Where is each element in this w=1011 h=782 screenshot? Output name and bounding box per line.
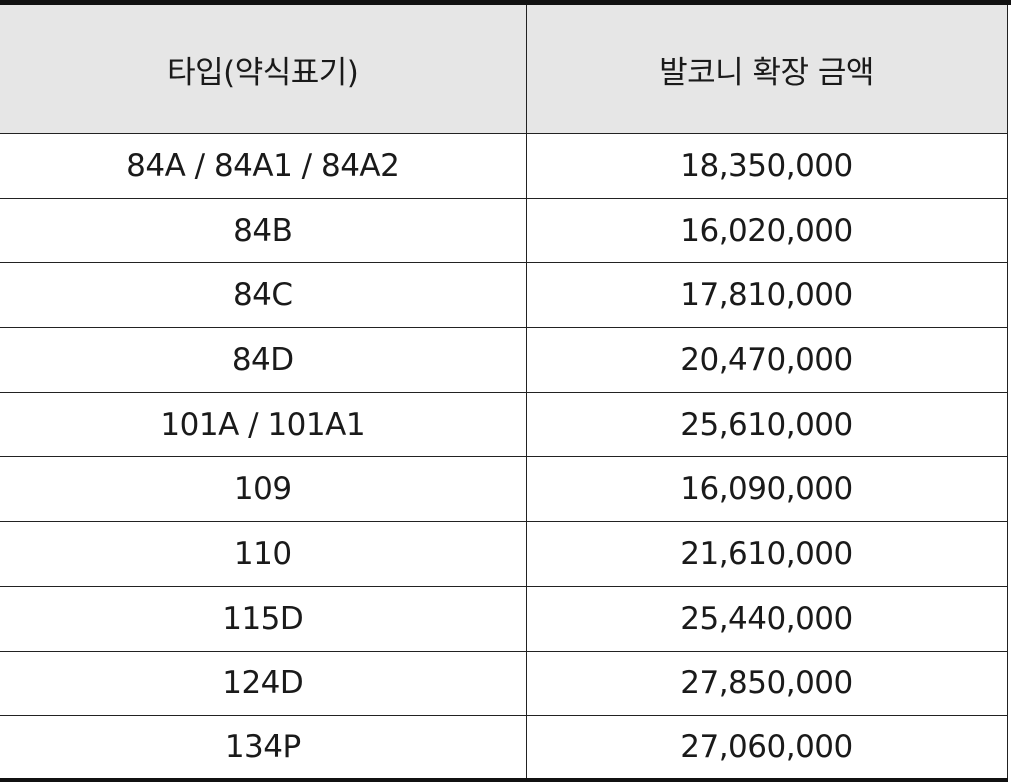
table-row: 115D 25,440,000 (0, 586, 1011, 652)
table-row: 101A / 101A1 25,610,000 (0, 392, 1011, 458)
table-right-edge (1007, 327, 1011, 393)
table-right-edge (1007, 651, 1011, 716)
table-right-edge (1007, 521, 1011, 587)
cell-amount: 27,850,000 (526, 651, 1008, 717)
table-row: 84A / 84A1 / 84A2 18,350,000 (0, 133, 1011, 199)
cell-type: 84B (0, 198, 527, 264)
table-right-edge (1007, 133, 1011, 199)
table-right-edge (1007, 198, 1011, 263)
cell-amount: 16,090,000 (526, 456, 1008, 523)
cell-type: 110 (0, 521, 527, 587)
table-right-edge (1007, 715, 1011, 781)
table-row: 109 16,090,000 (0, 456, 1011, 523)
cell-amount: 17,810,000 (526, 262, 1008, 329)
header-type: 타입(약식표기) (0, 0, 527, 134)
cell-type: 115D (0, 586, 527, 652)
table-row: 124D 27,850,000 (0, 651, 1011, 717)
table-row: 110 21,610,000 (0, 521, 1011, 587)
table-row: 84D 20,470,000 (0, 327, 1011, 393)
cell-type: 84D (0, 327, 527, 393)
cell-amount: 18,350,000 (526, 133, 1008, 199)
table-right-edge (1007, 0, 1011, 134)
cell-amount: 21,610,000 (526, 521, 1008, 587)
cell-amount: 27,060,000 (526, 715, 1008, 782)
cell-amount: 25,440,000 (526, 586, 1008, 652)
cell-amount: 25,610,000 (526, 392, 1008, 458)
cell-type: 134P (0, 715, 527, 782)
cell-type: 84C (0, 262, 527, 329)
table-right-edge (1007, 392, 1011, 457)
table-right-edge (1007, 586, 1011, 651)
table-right-edge (1007, 456, 1011, 522)
header-amount: 발코니 확장 금액 (526, 0, 1008, 134)
table-row: 84B 16,020,000 (0, 198, 1011, 264)
cell-amount: 20,470,000 (526, 327, 1008, 393)
cell-type: 124D (0, 651, 527, 717)
cell-amount: 16,020,000 (526, 198, 1008, 264)
cell-type: 109 (0, 456, 527, 523)
table-row: 134P 27,060,000 (0, 715, 1011, 782)
table-right-edge (1007, 262, 1011, 328)
table-header-row: 타입(약식표기) 발코니 확장 금액 (0, 0, 1011, 134)
cell-type: 101A / 101A1 (0, 392, 527, 458)
cell-type: 84A / 84A1 / 84A2 (0, 133, 527, 199)
table-row: 84C 17,810,000 (0, 262, 1011, 329)
